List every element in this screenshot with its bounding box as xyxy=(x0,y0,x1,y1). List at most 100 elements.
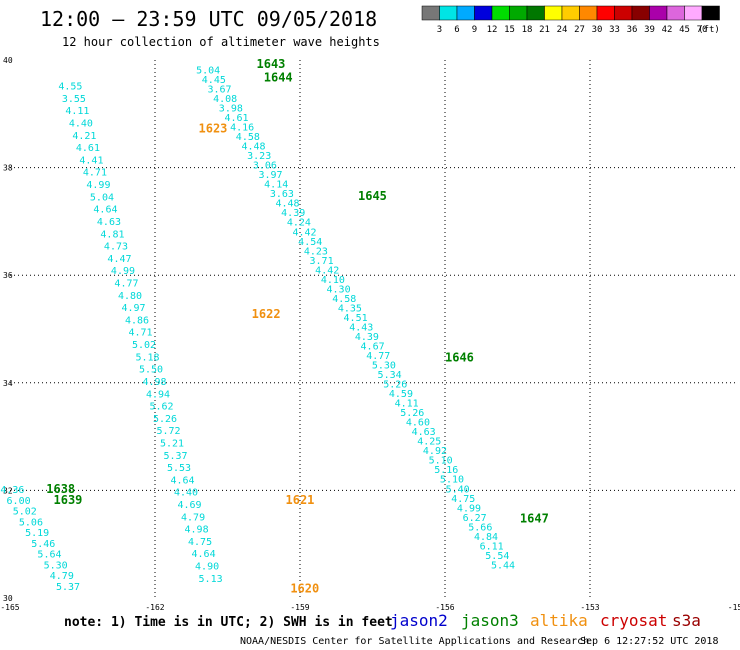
legend-cryosat: cryosat xyxy=(600,611,667,630)
wave-height-value: 4.35 xyxy=(338,303,362,314)
wave-height-value: 4.67 xyxy=(361,341,385,352)
wave-height-value: 6.27 xyxy=(463,513,487,524)
wave-height-value: 4.77 xyxy=(114,278,138,289)
colorbar-swatch xyxy=(544,5,563,21)
wave-height-value: 4.40 xyxy=(69,119,93,130)
wave-height-value: 3.97 xyxy=(258,170,282,181)
wave-height-value: 5.26 xyxy=(400,408,424,419)
time-label: 1643 xyxy=(257,57,286,71)
wave-height-value: 4.16 xyxy=(230,123,254,134)
wave-height-value: 5.54 xyxy=(485,551,509,562)
colorbar-label: 18 xyxy=(522,25,533,35)
wave-height-value: 4.79 xyxy=(181,512,205,523)
colorbar-swatch xyxy=(701,5,720,21)
wave-height-value: 4.61 xyxy=(224,113,248,124)
axes: -165 -162 -159 -156 -153 -15 30 32 34 36 38 40 xyxy=(0,56,740,612)
colorbar-legend: 3 6 9 12 15 18 21 24 27 30 33 36 39 42 45 70(ft) xyxy=(421,5,720,35)
colorbar-swatch xyxy=(491,5,510,21)
time-label: 1647 xyxy=(520,512,549,526)
colorbar-label: 33 xyxy=(609,25,620,35)
wave-height-value: 3.67 xyxy=(207,84,231,95)
colorbar-label: 6 xyxy=(454,25,459,35)
legend-jason3: jason3 xyxy=(461,611,519,630)
footer-timestamp: Sep 6 12:27:52 UTC 2018 xyxy=(580,636,718,647)
wave-height-value: 4.42 xyxy=(293,227,317,238)
time-label: 1621 xyxy=(286,493,315,507)
x-tick-label: -162 xyxy=(145,603,164,612)
wave-height-value: 4.64 xyxy=(192,549,216,560)
wave-height-value: 4.47 xyxy=(107,254,131,265)
y-tick-label: 36 xyxy=(3,271,13,280)
wave-height-value: 4.45 xyxy=(202,75,226,86)
wave-height-value: 5.02 xyxy=(13,507,37,518)
wave-height-value: 4.92 xyxy=(423,446,447,457)
colorbar-swatch xyxy=(439,5,458,21)
colorbar-swatch xyxy=(631,5,650,21)
wave-height-value: 5.72 xyxy=(156,426,180,437)
footer-note: note: 1) Time is in UTC; 2) SWH is in fe… xyxy=(64,615,393,630)
wave-height-value: 4.43 xyxy=(349,322,373,333)
time-label: 1623 xyxy=(199,122,228,136)
wave-height-value: 4.14 xyxy=(264,180,288,191)
x-tick-label: -165 xyxy=(0,603,19,612)
wave-height-value: 4.81 xyxy=(100,229,124,240)
colorbar-label: (ft) xyxy=(698,25,720,35)
wave-height-value: 4.99 xyxy=(86,180,110,191)
colorbar-swatch xyxy=(526,5,545,21)
colorbar-swatch xyxy=(649,5,668,21)
time-label: 1639 xyxy=(54,493,83,507)
colorbar-label: 36 xyxy=(627,25,638,35)
wave-height-value: 4.69 xyxy=(178,500,202,511)
x-tick-label: -156 xyxy=(435,603,454,612)
y-tick-label: 40 xyxy=(3,56,13,65)
wave-height-value: 3.06 xyxy=(253,161,277,172)
time-label: 1646 xyxy=(445,350,474,364)
wave-height-value: 4.40 xyxy=(174,488,198,499)
wave-height-value: 4.99 xyxy=(111,266,135,277)
y-tick-label: 38 xyxy=(3,164,13,173)
wave-height-value: 4.71 xyxy=(128,328,152,339)
wave-height-value: 6.00 xyxy=(7,496,31,507)
wave-height-value: 5.26 xyxy=(383,380,407,391)
wave-height-value: 5.04 xyxy=(196,65,220,76)
wave-height-value: 4.64 xyxy=(171,475,195,486)
wave-height-value: 4.11 xyxy=(65,106,89,117)
wave-height-value: 4.98 xyxy=(142,377,166,388)
y-tick-label: 30 xyxy=(3,594,13,603)
wave-height-value: 4.79 xyxy=(50,571,74,582)
wave-height-value: 4.61 xyxy=(76,143,100,154)
wave-height-value: 5.44 xyxy=(491,560,515,571)
time-label: 1644 xyxy=(264,71,293,85)
legend-s3a: s3a xyxy=(672,611,701,630)
colorbar-swatch xyxy=(421,5,440,21)
colorbar-swatch xyxy=(561,5,580,21)
wave-height-value: 3.23 xyxy=(247,151,271,162)
colorbar-label: 42 xyxy=(662,25,673,35)
legend-altika: altika xyxy=(530,611,588,630)
wave-height-value: 5.62 xyxy=(149,402,173,413)
colorbar-label: 39 xyxy=(644,25,655,35)
wave-height-value: 4.73 xyxy=(104,242,128,253)
wave-height-value: 5.19 xyxy=(25,528,49,539)
colorbar-label: 45 xyxy=(679,25,690,35)
wave-height-value: 5.18 xyxy=(135,352,159,363)
wave-height-value: 4.94 xyxy=(146,389,170,400)
colorbar-label: 24 xyxy=(557,25,568,35)
wave-height-value: 4.90 xyxy=(195,562,219,573)
grid-lines xyxy=(10,60,735,598)
colorbar-label: 15 xyxy=(504,25,515,35)
x-tick-label: -159 xyxy=(290,603,309,612)
wave-height-value: 5.53 xyxy=(167,463,191,474)
colorbar-label: 9 xyxy=(472,25,477,35)
wave-height-value: 4.11 xyxy=(395,399,419,410)
wave-height-value: 5.02 xyxy=(132,340,156,351)
wave-height-value: 4.23 xyxy=(304,246,328,257)
chart-title: 12:00 – 23:59 UTC 09/05/2018 xyxy=(40,7,377,31)
colorbar-label: 3 xyxy=(437,25,442,35)
colorbar-swatch xyxy=(614,5,633,21)
wave-height-value: 4.59 xyxy=(389,389,413,400)
wave-height-value: 5.37 xyxy=(163,451,187,462)
wave-height-value: 5.64 xyxy=(37,550,61,561)
wave-height-value: 5.50 xyxy=(139,365,163,376)
colorbar-swatch xyxy=(509,5,528,21)
